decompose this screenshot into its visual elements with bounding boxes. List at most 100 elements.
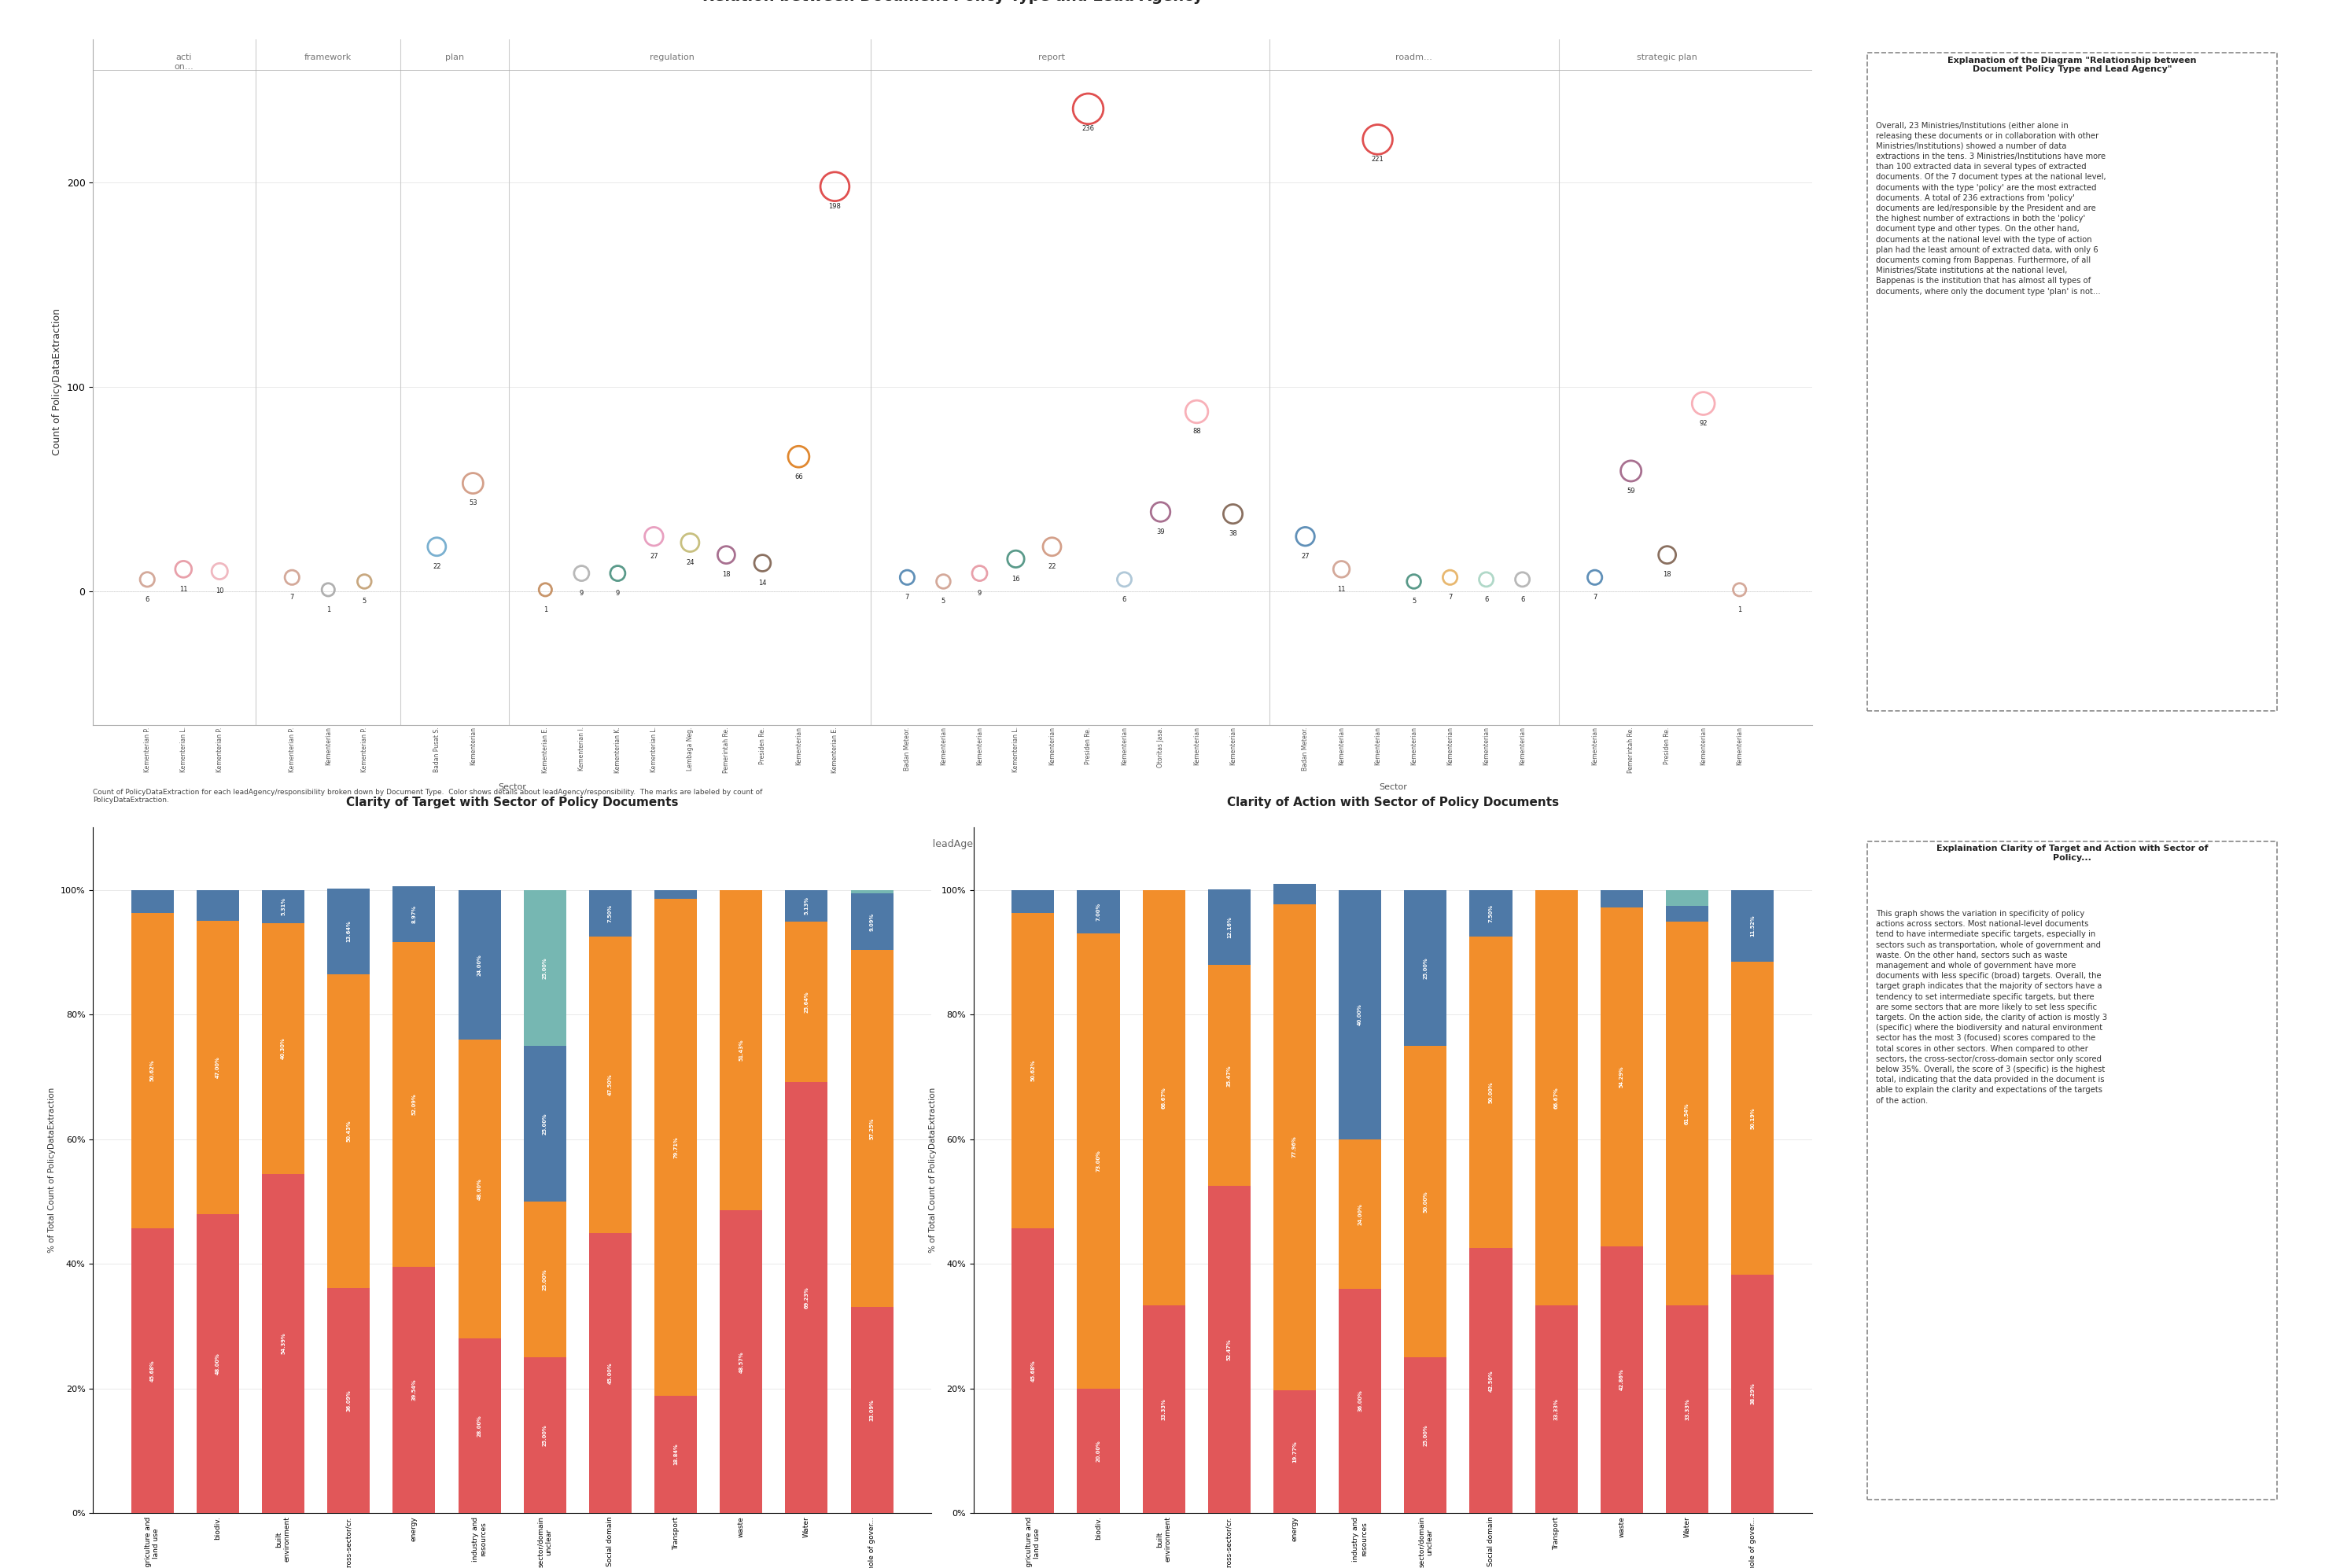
Text: 50.43%: 50.43%: [346, 1120, 351, 1142]
Text: 35.47%: 35.47%: [1228, 1065, 1232, 1087]
Text: 53: 53: [470, 500, 477, 506]
Text: 7: 7: [1448, 594, 1453, 601]
Bar: [523, 1201, 567, 1358]
Bar: [1339, 1140, 1381, 1289]
Bar: [1534, 891, 1579, 1306]
Bar: [263, 924, 305, 1174]
Text: 52.47%: 52.47%: [1228, 1339, 1232, 1361]
Text: 1: 1: [1737, 607, 1741, 613]
Point: [1395, 569, 1432, 594]
Text: 18: 18: [1662, 571, 1672, 579]
Bar: [1732, 1275, 1774, 1513]
Bar: [1469, 891, 1511, 936]
Text: 92: 92: [1700, 420, 1707, 426]
Text: 40.30%: 40.30%: [281, 1038, 286, 1060]
Title: Relation between Document Policy Type and Lead Agency: Relation between Document Policy Type an…: [702, 0, 1202, 5]
Text: 50.00%: 50.00%: [1488, 1082, 1493, 1104]
Bar: [130, 913, 174, 1228]
Text: 12.16%: 12.16%: [1228, 916, 1232, 938]
Text: 11: 11: [1337, 585, 1346, 593]
Text: 36.00%: 36.00%: [1358, 1389, 1362, 1411]
Bar: [1404, 891, 1446, 1046]
Point: [453, 470, 491, 495]
Bar: [328, 974, 370, 1289]
Bar: [1667, 922, 1709, 1306]
Text: 27: 27: [1302, 554, 1309, 560]
Bar: [653, 889, 698, 898]
Bar: [328, 889, 370, 974]
Bar: [1732, 961, 1774, 1275]
Point: [563, 561, 600, 586]
Text: 6: 6: [1123, 596, 1128, 604]
Title: Clarity of Action with Sector of Policy Documents: Clarity of Action with Sector of Policy …: [1228, 797, 1558, 808]
Text: 18: 18: [723, 571, 730, 579]
Point: [165, 557, 202, 582]
Point: [707, 543, 744, 568]
Bar: [1274, 905, 1316, 1389]
Point: [1686, 390, 1723, 416]
Text: 6: 6: [144, 596, 149, 604]
Text: Sector: Sector: [498, 784, 525, 792]
Text: 48.00%: 48.00%: [477, 1178, 481, 1200]
Text: 25.00%: 25.00%: [542, 1113, 546, 1135]
Bar: [1142, 891, 1186, 1306]
Text: roadm...: roadm...: [1395, 53, 1432, 61]
Text: 7: 7: [904, 594, 909, 601]
Text: 39: 39: [1156, 528, 1165, 535]
Bar: [653, 1396, 698, 1513]
Text: 66.67%: 66.67%: [1553, 1087, 1558, 1109]
Point: [1614, 458, 1651, 483]
Text: 20.00%: 20.00%: [1095, 1439, 1100, 1461]
Bar: [588, 891, 632, 936]
Text: 7: 7: [1593, 594, 1597, 601]
Text: 45.68%: 45.68%: [151, 1359, 156, 1381]
Text: Explanation of the Diagram "Relationship between
Document Policy Type and Lead A: Explanation of the Diagram "Relationship…: [1948, 56, 2197, 74]
Text: 236: 236: [1081, 125, 1095, 132]
Text: 48.00%: 48.00%: [216, 1353, 221, 1375]
Text: 42.86%: 42.86%: [1621, 1369, 1625, 1391]
Text: 5.31%: 5.31%: [281, 897, 286, 916]
Text: 5: 5: [942, 597, 946, 605]
Bar: [851, 894, 893, 950]
Text: 66.67%: 66.67%: [1162, 1087, 1167, 1109]
Point: [346, 569, 384, 594]
Point: [1142, 499, 1179, 524]
Bar: [1339, 891, 1381, 1140]
Bar: [1076, 933, 1121, 1389]
Point: [744, 550, 781, 575]
Text: 38.29%: 38.29%: [1751, 1383, 1755, 1405]
Bar: [130, 891, 174, 913]
Text: 24.00%: 24.00%: [477, 953, 481, 975]
Point: [309, 577, 346, 602]
Point: [1323, 557, 1360, 582]
Bar: [1600, 1247, 1644, 1513]
Text: 25.00%: 25.00%: [542, 956, 546, 978]
Text: 19.77%: 19.77%: [1293, 1441, 1297, 1463]
Point: [274, 564, 312, 590]
Bar: [588, 936, 632, 1232]
Bar: [1600, 908, 1644, 1247]
FancyBboxPatch shape: [1867, 842, 2276, 1499]
Bar: [198, 891, 239, 920]
Text: 36.09%: 36.09%: [346, 1389, 351, 1411]
Bar: [393, 1267, 435, 1513]
Text: strategic plan: strategic plan: [1637, 53, 1697, 61]
Bar: [523, 891, 567, 1046]
Text: 25.00%: 25.00%: [1423, 956, 1428, 978]
Text: 33.33%: 33.33%: [1686, 1399, 1690, 1421]
Point: [528, 577, 565, 602]
Text: 66: 66: [795, 474, 802, 480]
Text: 25.00%: 25.00%: [542, 1269, 546, 1290]
Bar: [1011, 913, 1053, 1228]
Text: 9: 9: [616, 590, 621, 597]
Text: 22: 22: [432, 563, 442, 571]
Text: 48.57%: 48.57%: [739, 1352, 744, 1372]
Text: 50.00%: 50.00%: [1423, 1190, 1428, 1212]
Point: [418, 535, 456, 560]
Point: [1576, 564, 1614, 590]
Bar: [588, 1232, 632, 1513]
Bar: [198, 920, 239, 1214]
Text: 54.39%: 54.39%: [281, 1333, 286, 1355]
Bar: [1142, 1306, 1186, 1513]
Text: 9: 9: [579, 590, 584, 597]
